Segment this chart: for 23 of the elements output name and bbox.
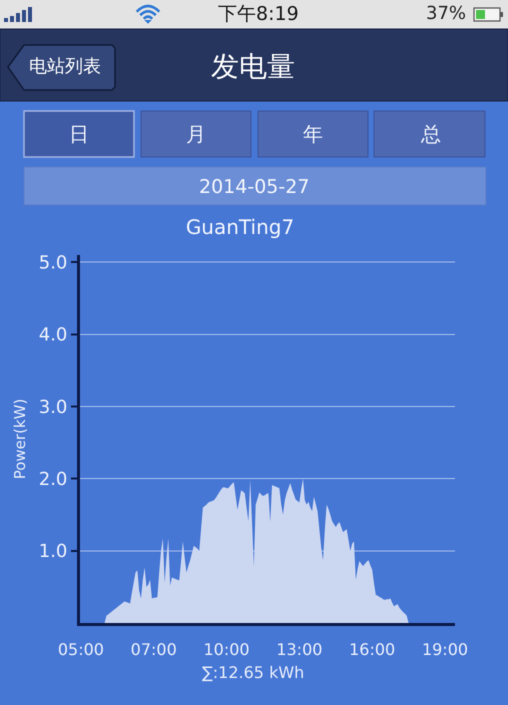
x-tick-label: 10:00: [203, 640, 250, 660]
text: 月: [186, 122, 206, 146]
y-axis-title: Power(kW): [11, 398, 30, 480]
chart-subtitle: 2014-05-27: [199, 176, 310, 198]
chart-title: GuanTing7: [186, 215, 294, 239]
text: 发电量: [211, 50, 295, 83]
text: 电站列表: [29, 56, 101, 77]
text: ∑:12.65 kWh: [202, 663, 304, 682]
y-tick-label: 5.0: [38, 252, 68, 274]
y-tick-label: 1.0: [38, 541, 68, 562]
y-tick-label: 2.0: [38, 468, 68, 490]
text: 下午8:19: [218, 3, 299, 25]
y-tick-label: 3.0: [38, 396, 68, 418]
x-tick-label: 13:00: [276, 640, 322, 660]
text: 日: [69, 122, 89, 146]
x-tick-label: 19:00: [422, 640, 468, 660]
x-tick-label: 07:00: [130, 640, 177, 660]
text: 年: [303, 122, 323, 146]
text: 总: [420, 122, 441, 146]
y-tick-label: 4.0: [38, 324, 68, 346]
x-tick-label: 05:00: [58, 640, 104, 660]
text: 37%: [426, 3, 466, 24]
x-tick-label: 16:00: [349, 640, 396, 660]
